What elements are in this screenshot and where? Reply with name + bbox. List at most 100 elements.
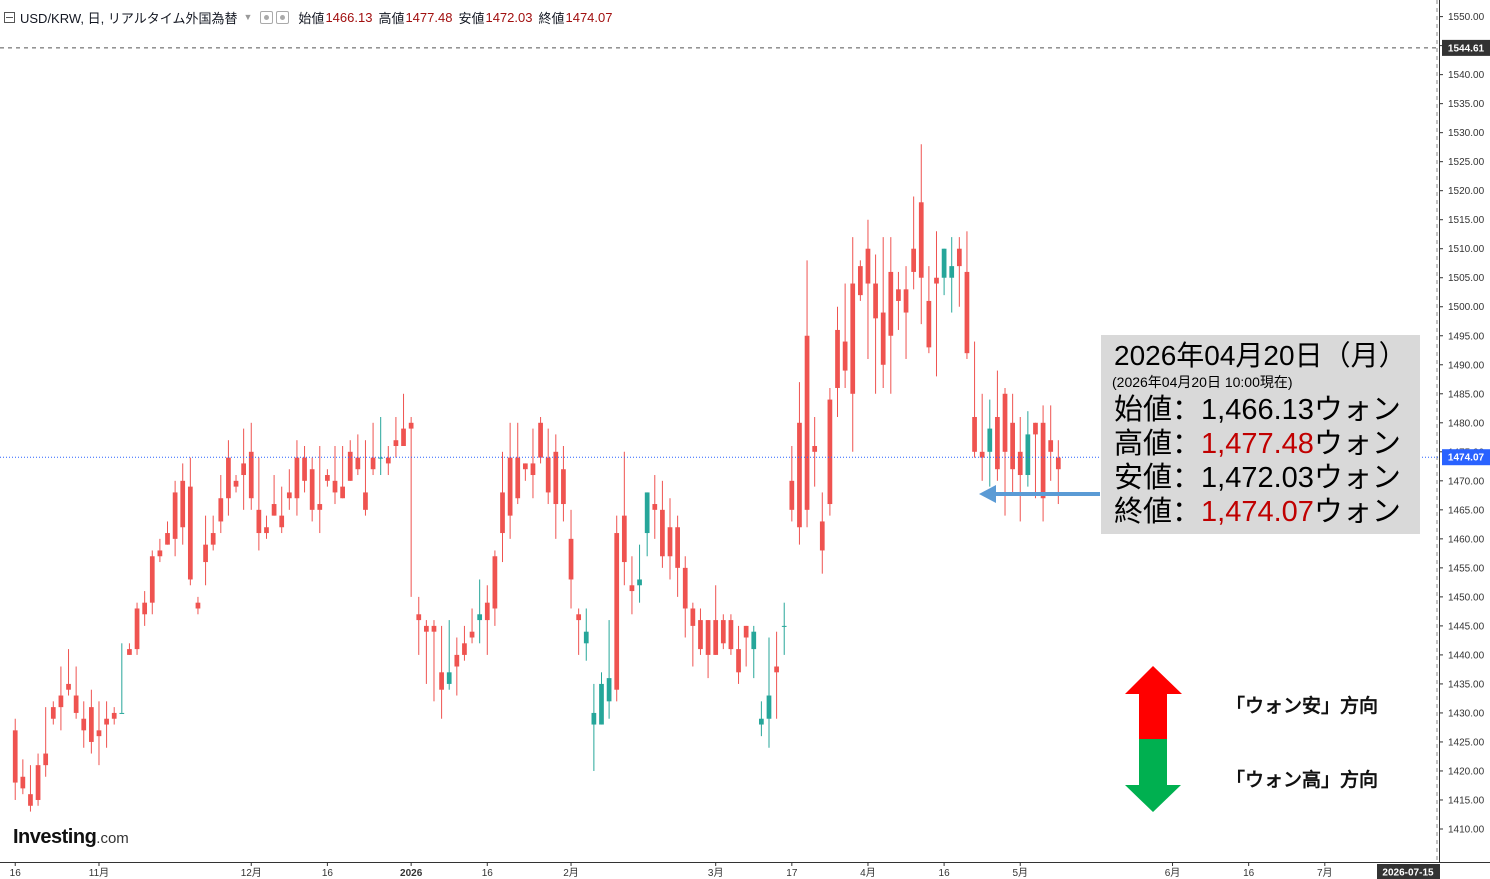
close-label: 終値 [538, 10, 565, 26]
candle-body [926, 300, 932, 348]
candle-body [484, 602, 490, 621]
candle [911, 196, 917, 290]
candle-body [355, 457, 361, 470]
candle-body [949, 266, 955, 278]
candle-body [439, 672, 444, 690]
candle [454, 637, 460, 696]
open-value: 1466.13 [325, 9, 373, 25]
y-tick-label: 1520.00 [1448, 186, 1485, 197]
candle [134, 602, 140, 655]
candle-body [294, 457, 300, 499]
price-axis[interactable]: 1410.00 1415.00 1420.00 1425.00 1430.00 1435.… [1439, 12, 1485, 835]
high-value: 1477.48 [405, 9, 453, 25]
candle-body [629, 585, 635, 592]
candle [972, 341, 977, 458]
candle [401, 393, 406, 447]
y-tick-label: 1530.00 [1448, 128, 1485, 139]
candle [675, 515, 680, 597]
candle [819, 492, 825, 574]
candle [903, 266, 909, 359]
candle-body [340, 486, 345, 499]
x-tick-label: 7月 [1317, 867, 1333, 879]
candle-body [987, 428, 993, 452]
candle [81, 701, 87, 748]
candle-body [880, 312, 886, 365]
candle-body [964, 271, 970, 354]
open-label: 始値 [298, 10, 325, 26]
candle [89, 689, 94, 754]
candle-body [591, 712, 597, 725]
logo-brand: Investing [13, 826, 97, 848]
candle [393, 416, 399, 458]
candle [286, 469, 292, 510]
candle [233, 475, 239, 493]
candle-body [522, 463, 528, 470]
candle-body [469, 631, 475, 638]
candle-body [104, 718, 109, 725]
candle-body [797, 422, 802, 528]
candle-body [857, 266, 863, 296]
collapse-icon[interactable] [4, 11, 15, 23]
candle [507, 422, 513, 539]
candle-body [934, 277, 939, 284]
y-tick-label: 1480.00 [1448, 418, 1485, 429]
candle [606, 620, 612, 719]
chevron-down-icon[interactable]: ▼ [243, 12, 253, 22]
candle [797, 382, 802, 545]
candle [918, 144, 924, 325]
candle-body [81, 718, 87, 731]
candle-body [226, 457, 231, 499]
y-tick-label: 1535.00 [1448, 99, 1485, 110]
candle [20, 759, 26, 795]
candle [12, 718, 18, 800]
candle-body [325, 475, 330, 481]
candle [629, 556, 635, 615]
candle-body [66, 683, 71, 690]
candle-body [187, 486, 193, 580]
candle-body [507, 457, 513, 516]
candle [583, 608, 589, 661]
candle [591, 683, 597, 771]
candle-body [530, 463, 536, 476]
candle-body [302, 457, 307, 481]
candle-body [736, 649, 741, 673]
candle [248, 422, 254, 510]
candle [469, 608, 475, 644]
symbol-title[interactable]: USD/KRW, 日, リアルタイム外国為替 [20, 10, 238, 26]
candle-body [1055, 457, 1061, 470]
down-arrow-icon [1125, 739, 1181, 812]
candle [325, 469, 330, 487]
candle-body [492, 556, 498, 609]
candle [1010, 393, 1015, 493]
candle-body [347, 451, 353, 481]
date-badge: 2026-07-15 [1377, 864, 1440, 879]
x-tick-label: 17 [786, 868, 798, 879]
candle-body [827, 399, 833, 505]
candle [705, 620, 711, 679]
candle-body [500, 492, 505, 534]
candle [926, 266, 932, 354]
time-axis[interactable]: 16 11月 12月 16 2026 16 2月 3月 17 4月 16 5月 6月 16 7月 [10, 862, 1333, 879]
visibility-icon[interactable] [260, 10, 274, 24]
candle [279, 486, 285, 534]
candle-body [241, 463, 247, 476]
candle-body [134, 608, 140, 650]
investing-logo[interactable]: Investing.com [13, 826, 129, 849]
candle-body [995, 416, 1000, 470]
candle-body [660, 509, 665, 557]
y-tick-label: 1445.00 [1448, 621, 1485, 632]
candle [812, 416, 818, 487]
candle [553, 434, 559, 539]
candle [500, 451, 505, 563]
info-date: 2026年04月20日（月） [1114, 340, 1407, 371]
candle-body [149, 556, 155, 603]
y-tick-label: 1440.00 [1448, 650, 1485, 661]
settings-icon[interactable] [276, 10, 290, 24]
y-tick-label: 1500.00 [1448, 302, 1485, 313]
y-tick-label: 1470.00 [1448, 476, 1485, 487]
candle [340, 446, 345, 499]
x-tick-label: 16 [322, 868, 334, 879]
candle-body [73, 695, 79, 713]
y-tick-label: 1460.00 [1448, 534, 1485, 545]
candle [865, 219, 871, 359]
